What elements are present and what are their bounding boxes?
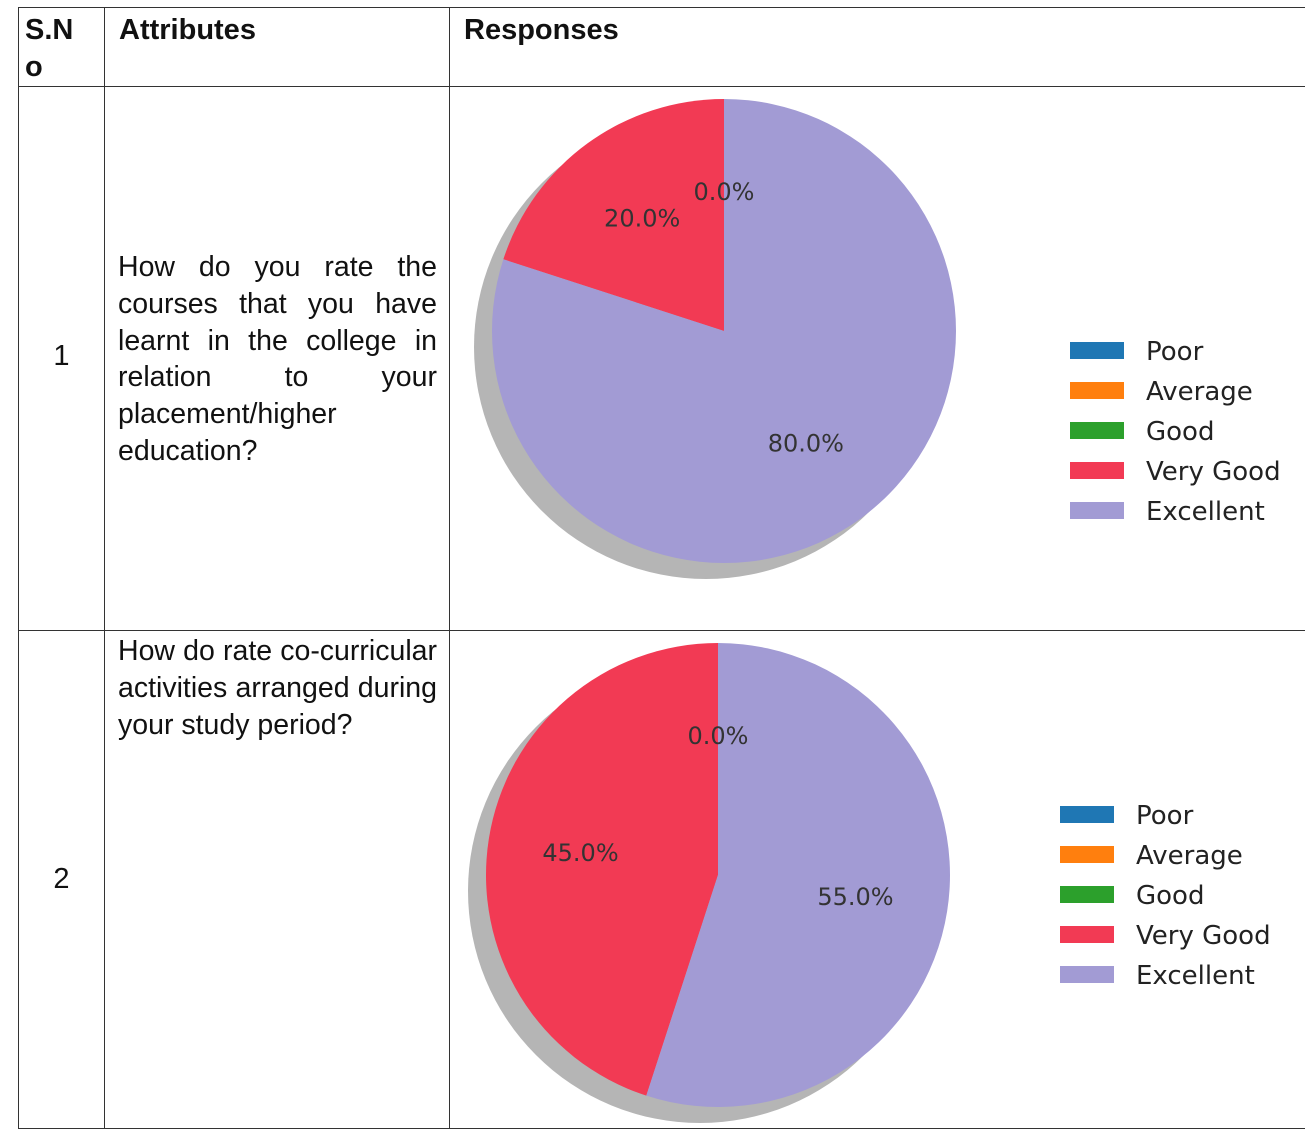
legend-label-good: Good xyxy=(1146,417,1214,447)
legend-swatch-excellent xyxy=(1060,966,1114,983)
legend-label-very-good: Very Good xyxy=(1146,457,1281,487)
legend-label-excellent: Excellent xyxy=(1136,961,1255,991)
legend-label-very-good: Very Good xyxy=(1136,921,1271,951)
legend-swatch-average xyxy=(1060,846,1114,863)
pie-chart-2: 0.0% 45.0% 55.0% Poor Average Good Very Good Ex… xyxy=(450,631,1305,1129)
slice-percent-label: 55.0% xyxy=(817,883,893,911)
chart-legend: Poor Average Good Very Good Excellent xyxy=(1060,801,1271,991)
row-chart: 0.0% 20.0% 80.0% Poor Average Good Very Good Ex… xyxy=(450,87,1305,631)
table-row: 2 How do rate co-curricular activities a… xyxy=(19,631,1305,1129)
legend-swatch-very-good xyxy=(1060,926,1114,943)
row-chart: 0.0% 45.0% 55.0% Poor Average Good Very Good Ex… xyxy=(450,631,1305,1129)
legend-label-average: Average xyxy=(1146,377,1253,407)
legend-swatch-poor xyxy=(1060,806,1114,823)
legend-label-poor: Poor xyxy=(1146,337,1204,367)
header-sno: S.N o xyxy=(19,8,105,87)
slice-percent-label: 80.0% xyxy=(768,430,844,458)
header-attributes: Attributes xyxy=(105,8,450,87)
row-number: 1 xyxy=(19,87,105,631)
row-question: How do you rate the courses that you hav… xyxy=(105,87,450,631)
legend-label-poor: Poor xyxy=(1136,801,1194,831)
table-row: 1 How do you rate the courses that you h… xyxy=(19,87,1305,631)
legend-swatch-good xyxy=(1070,422,1124,439)
pie-chart-1: 0.0% 20.0% 80.0% Poor Average Good Very Good Ex… xyxy=(450,87,1305,631)
legend-label-good: Good xyxy=(1136,881,1204,911)
header-row: S.N o Attributes Responses xyxy=(19,8,1305,87)
slice-percent-label: 20.0% xyxy=(604,204,680,232)
survey-table: S.N o Attributes Responses 1 How do you … xyxy=(18,7,1305,1129)
legend-swatch-good xyxy=(1060,886,1114,903)
slice-percent-label: 0.0% xyxy=(688,722,749,750)
slice-percent-label: 45.0% xyxy=(542,839,618,867)
legend-swatch-poor xyxy=(1070,342,1124,359)
legend-label-average: Average xyxy=(1136,841,1243,871)
legend-label-excellent: Excellent xyxy=(1146,497,1265,527)
row-number: 2 xyxy=(19,631,105,1129)
header-responses: Responses xyxy=(450,8,1305,87)
legend-swatch-excellent xyxy=(1070,502,1124,519)
legend-swatch-very-good xyxy=(1070,462,1124,479)
slice-percent-label: 0.0% xyxy=(694,178,755,206)
chart-legend: Poor Average Good Very Good Excellent xyxy=(1070,337,1281,527)
row-question: How do rate co-curricular activities arr… xyxy=(105,631,450,1129)
legend-swatch-average xyxy=(1070,382,1124,399)
